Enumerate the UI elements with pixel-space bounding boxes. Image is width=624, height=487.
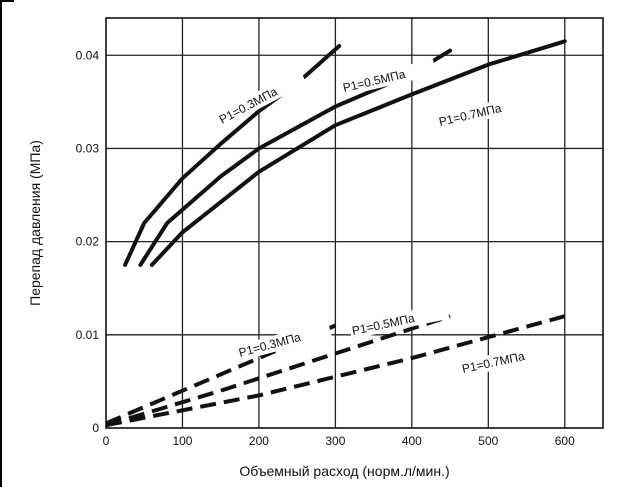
x-tick-label: 600 xyxy=(555,434,575,448)
x-tick-label: 200 xyxy=(249,434,269,448)
curve-label-background xyxy=(435,93,533,131)
x-tick-label: 100 xyxy=(172,434,192,448)
series-line-5 xyxy=(105,314,451,428)
curve-label-background xyxy=(214,69,307,129)
curve-label-background xyxy=(348,303,446,340)
frame-corner-top xyxy=(0,0,14,2)
y-tick-label: 0.03 xyxy=(76,141,100,155)
x-tick-label: 0 xyxy=(103,434,110,448)
frame-border-left xyxy=(0,0,2,487)
y-tick-label: 0.04 xyxy=(76,48,100,62)
series-line-6 xyxy=(105,314,566,428)
plot-border xyxy=(105,17,604,429)
y-tick-label: 0 xyxy=(92,421,99,435)
curve-label-background xyxy=(339,59,437,97)
x-tick-label: 500 xyxy=(478,434,498,448)
series-line-3 xyxy=(149,39,567,267)
x-tick-label: 300 xyxy=(325,434,345,448)
tick-labels: 0 100 200 300 400 500 600 0 0.01 0.02 0.03 0.04 xyxy=(76,48,575,448)
curve-label-background xyxy=(234,321,332,362)
x-axis-title: Объемный расход (норм.л/мин.) xyxy=(239,463,449,479)
y-tick-label: 0.02 xyxy=(76,235,100,249)
y-tick-label: 0.01 xyxy=(76,328,100,342)
x-tick-label: 400 xyxy=(402,434,422,448)
y-axis-title: Перепад давления (МПа) xyxy=(27,140,43,306)
curve-label-background xyxy=(458,341,556,378)
